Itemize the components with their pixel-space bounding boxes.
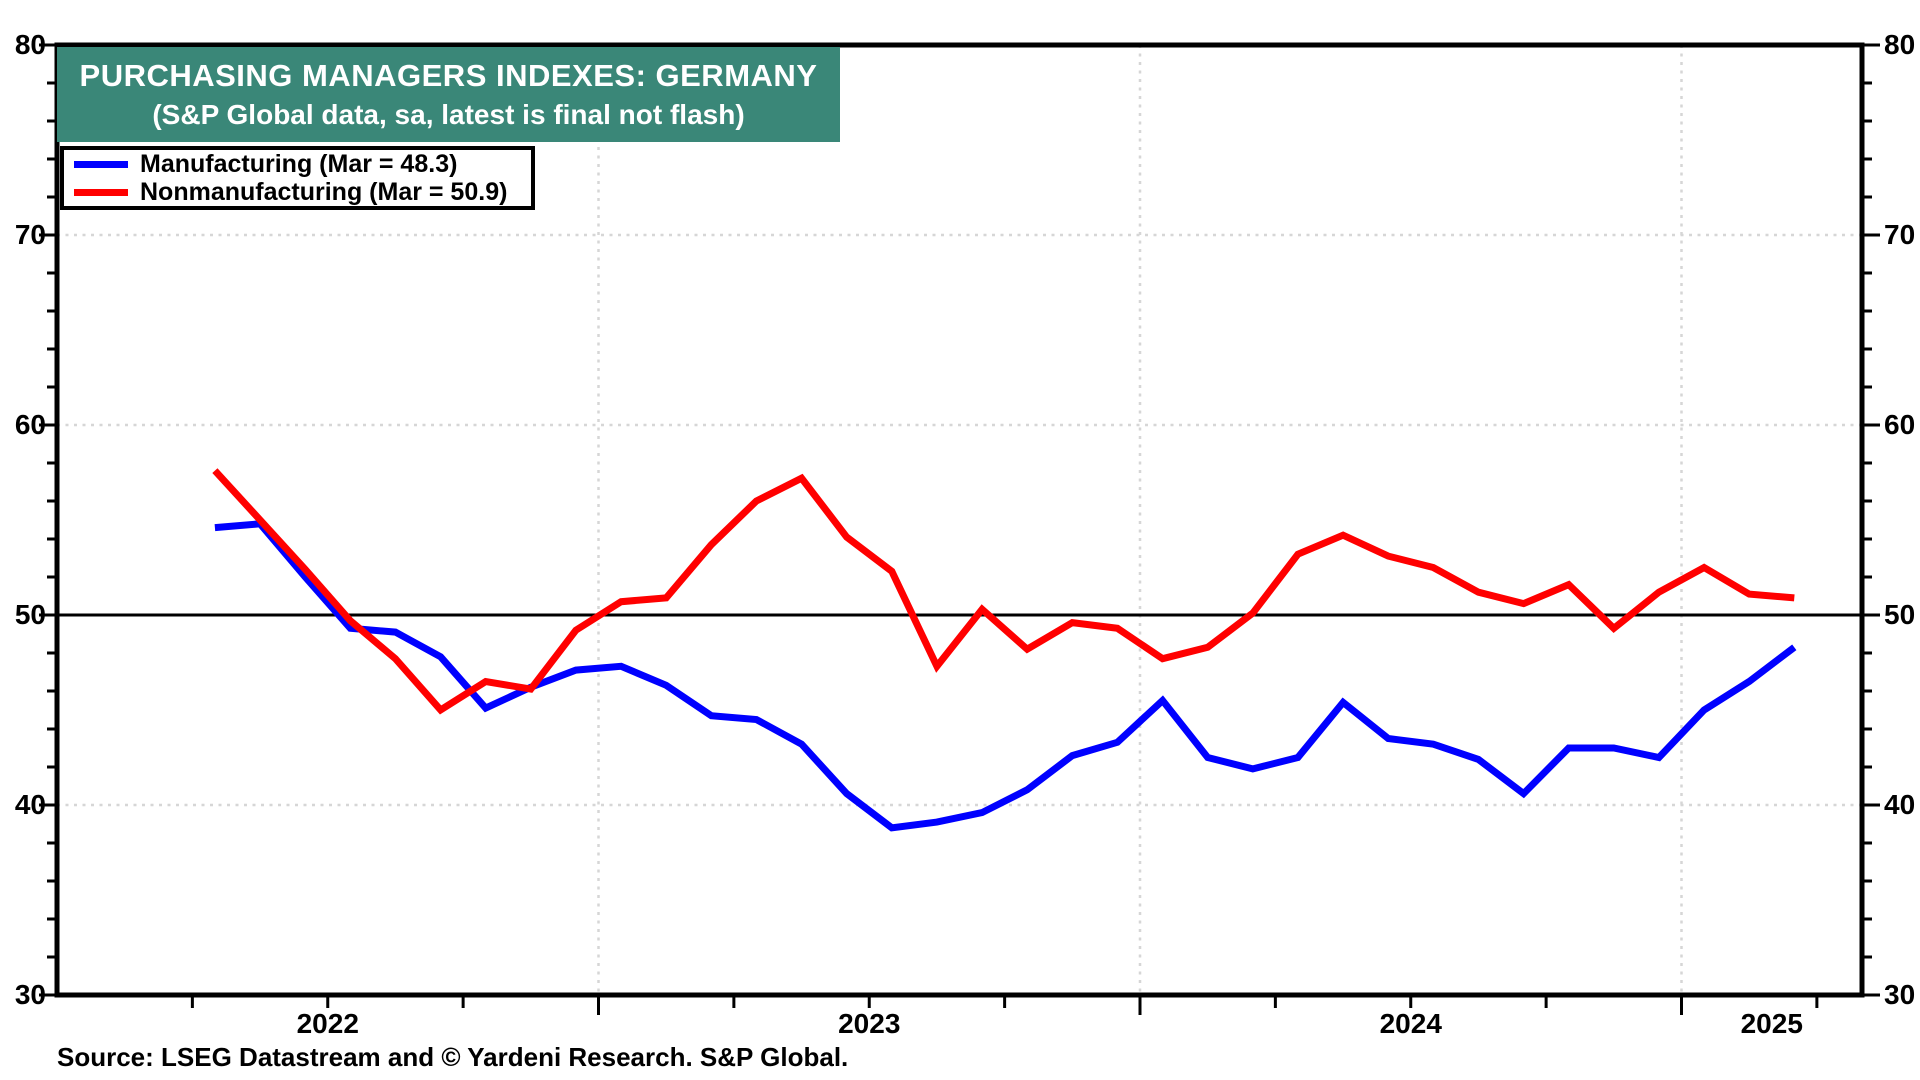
y-axis-label-right-50: 50 [1884,599,1916,630]
y-axis-label-right-30: 30 [1884,979,1916,1010]
y-axis-label-left-70: 70 [14,219,46,250]
y-axis-label-right-40: 40 [1884,789,1916,820]
y-axis-label-left-30: 30 [14,979,46,1010]
legend-row-nonmanufacturing: Nonmanufacturing (Mar = 50.9) [64,178,531,206]
x-year-label-2023: 2023 [838,1008,901,1039]
x-year-label-2024: 2024 [1379,1008,1442,1039]
y-axis-label-left-50: 50 [14,599,46,630]
legend-row-manufacturing: Manufacturing (Mar = 48.3) [64,150,531,178]
y-axis-label-left-60: 60 [14,409,46,440]
y-axis-label-left-80: 80 [14,29,46,60]
legend-box: Manufacturing (Mar = 48.3) Nonmanufactur… [60,146,535,210]
y-axis-label-right-60: 60 [1884,409,1916,440]
chart-subtitle: (S&P Global data, sa, latest is final no… [152,98,745,130]
chart-title-box: PURCHASING MANAGERS INDEXES: GERMANY (S&… [57,47,840,142]
manufacturing-line-swatch [74,160,128,168]
x-year-label-2022: 2022 [296,1008,359,1039]
manufacturing-line [214,520,1797,832]
y-axis-label-right-80: 80 [1884,29,1916,60]
x-year-label-2025: 2025 [1740,1008,1803,1039]
legend-label-manufacturing: Manufacturing (Mar = 48.3) [140,149,458,178]
y-axis-label-right-70: 70 [1884,219,1916,250]
legend-label-nonmanufacturing: Nonmanufacturing (Mar = 50.9) [140,177,508,206]
nonmanufacturing-line [212,468,1795,715]
nonmanufacturing-line-swatch [74,188,128,196]
plot-frame [54,42,1865,998]
chart-title: PURCHASING MANAGERS INDEXES: GERMANY [79,58,818,94]
y-axis-label-left-40: 40 [14,789,46,820]
source-attribution: Source: LSEG Datastream and © Yardeni Re… [57,1042,849,1072]
